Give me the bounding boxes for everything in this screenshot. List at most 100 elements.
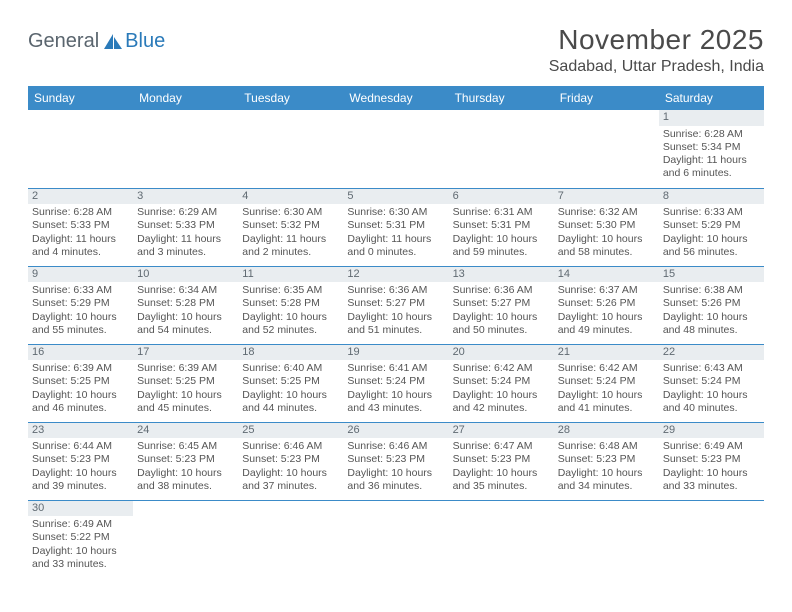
sunset-text: Sunset: 5:24 PM [663, 375, 760, 388]
calendar-cell-empty [449, 500, 554, 578]
calendar-cell: 6Sunrise: 6:31 AMSunset: 5:31 PMDaylight… [449, 188, 554, 266]
daylight-text: and 54 minutes. [137, 324, 234, 337]
calendar-cell: 5Sunrise: 6:30 AMSunset: 5:31 PMDaylight… [343, 188, 448, 266]
calendar-body: 1Sunrise: 6:28 AMSunset: 5:34 PMDaylight… [28, 110, 764, 578]
day-number: 21 [554, 345, 659, 361]
calendar-cell: 17Sunrise: 6:39 AMSunset: 5:25 PMDayligh… [133, 344, 238, 422]
daylight-text: Daylight: 10 hours [242, 389, 339, 402]
daylight-text: Daylight: 11 hours [32, 233, 129, 246]
daylight-text: Daylight: 10 hours [558, 389, 655, 402]
daylight-text: and 36 minutes. [347, 480, 444, 493]
weekday-header: Thursday [449, 86, 554, 110]
calendar-cell: 1Sunrise: 6:28 AMSunset: 5:34 PMDaylight… [659, 110, 764, 188]
sunrise-text: Sunrise: 6:49 AM [32, 518, 129, 531]
day-number: 30 [28, 501, 133, 517]
calendar-cell-empty [238, 500, 343, 578]
daylight-text: Daylight: 10 hours [663, 467, 760, 480]
sunset-text: Sunset: 5:22 PM [32, 531, 129, 544]
daylight-text: and 2 minutes. [242, 246, 339, 259]
daylight-text: Daylight: 10 hours [32, 389, 129, 402]
sunset-text: Sunset: 5:25 PM [242, 375, 339, 388]
calendar-cell: 19Sunrise: 6:41 AMSunset: 5:24 PMDayligh… [343, 344, 448, 422]
calendar-cell: 7Sunrise: 6:32 AMSunset: 5:30 PMDaylight… [554, 188, 659, 266]
daylight-text: and 58 minutes. [558, 246, 655, 259]
calendar-cell: 15Sunrise: 6:38 AMSunset: 5:26 PMDayligh… [659, 266, 764, 344]
sunset-text: Sunset: 5:24 PM [347, 375, 444, 388]
sunrise-text: Sunrise: 6:42 AM [558, 362, 655, 375]
weekday-header: Wednesday [343, 86, 448, 110]
daylight-text: Daylight: 10 hours [663, 311, 760, 324]
sunset-text: Sunset: 5:27 PM [347, 297, 444, 310]
calendar-cell: 12Sunrise: 6:36 AMSunset: 5:27 PMDayligh… [343, 266, 448, 344]
sunset-text: Sunset: 5:33 PM [32, 219, 129, 232]
daylight-text: Daylight: 10 hours [242, 311, 339, 324]
sunrise-text: Sunrise: 6:46 AM [347, 440, 444, 453]
sunset-text: Sunset: 5:33 PM [137, 219, 234, 232]
calendar-cell-empty [133, 110, 238, 188]
sunrise-text: Sunrise: 6:49 AM [663, 440, 760, 453]
sunrise-text: Sunrise: 6:39 AM [32, 362, 129, 375]
sunset-text: Sunset: 5:23 PM [663, 453, 760, 466]
day-number: 6 [449, 189, 554, 205]
daylight-text: and 6 minutes. [663, 167, 760, 180]
day-number: 15 [659, 267, 764, 283]
daylight-text: and 38 minutes. [137, 480, 234, 493]
daylight-text: Daylight: 11 hours [663, 154, 760, 167]
sunset-text: Sunset: 5:28 PM [137, 297, 234, 310]
sunrise-text: Sunrise: 6:28 AM [663, 128, 760, 141]
sunset-text: Sunset: 5:24 PM [558, 375, 655, 388]
daylight-text: and 51 minutes. [347, 324, 444, 337]
daylight-text: and 35 minutes. [453, 480, 550, 493]
sunrise-text: Sunrise: 6:46 AM [242, 440, 339, 453]
calendar-row: 30Sunrise: 6:49 AMSunset: 5:22 PMDayligh… [28, 500, 764, 578]
calendar-cell: 27Sunrise: 6:47 AMSunset: 5:23 PMDayligh… [449, 422, 554, 500]
weekday-row: SundayMondayTuesdayWednesdayThursdayFrid… [28, 86, 764, 110]
sunrise-text: Sunrise: 6:35 AM [242, 284, 339, 297]
sunrise-text: Sunrise: 6:45 AM [137, 440, 234, 453]
calendar-row: 2Sunrise: 6:28 AMSunset: 5:33 PMDaylight… [28, 188, 764, 266]
daylight-text: and 4 minutes. [32, 246, 129, 259]
calendar-cell: 30Sunrise: 6:49 AMSunset: 5:22 PMDayligh… [28, 500, 133, 578]
brand-logo: General Blue [28, 30, 165, 53]
calendar-head: SundayMondayTuesdayWednesdayThursdayFrid… [28, 86, 764, 110]
daylight-text: Daylight: 10 hours [453, 311, 550, 324]
daylight-text: and 34 minutes. [558, 480, 655, 493]
daylight-text: Daylight: 10 hours [32, 545, 129, 558]
daylight-text: and 44 minutes. [242, 402, 339, 415]
daylight-text: and 0 minutes. [347, 246, 444, 259]
logo-text-1: General [28, 30, 99, 53]
day-number: 4 [238, 189, 343, 205]
daylight-text: and 55 minutes. [32, 324, 129, 337]
sunset-text: Sunset: 5:26 PM [558, 297, 655, 310]
sunrise-text: Sunrise: 6:47 AM [453, 440, 550, 453]
calendar-cell: 4Sunrise: 6:30 AMSunset: 5:32 PMDaylight… [238, 188, 343, 266]
day-number: 13 [449, 267, 554, 283]
sunset-text: Sunset: 5:32 PM [242, 219, 339, 232]
sunset-text: Sunset: 5:23 PM [453, 453, 550, 466]
daylight-text: and 59 minutes. [453, 246, 550, 259]
daylight-text: and 52 minutes. [242, 324, 339, 337]
sunset-text: Sunset: 5:30 PM [558, 219, 655, 232]
daylight-text: Daylight: 10 hours [558, 233, 655, 246]
day-number: 24 [133, 423, 238, 439]
header: General Blue November 2025 Sadabad, Utta… [28, 24, 764, 76]
sunrise-text: Sunrise: 6:29 AM [137, 206, 234, 219]
calendar-cell: 26Sunrise: 6:46 AMSunset: 5:23 PMDayligh… [343, 422, 448, 500]
day-number: 19 [343, 345, 448, 361]
calendar-cell-empty [133, 500, 238, 578]
sunrise-text: Sunrise: 6:31 AM [453, 206, 550, 219]
day-number: 25 [238, 423, 343, 439]
day-number: 23 [28, 423, 133, 439]
daylight-text: Daylight: 10 hours [137, 311, 234, 324]
daylight-text: and 42 minutes. [453, 402, 550, 415]
daylight-text: Daylight: 11 hours [347, 233, 444, 246]
sunrise-text: Sunrise: 6:38 AM [663, 284, 760, 297]
sunrise-text: Sunrise: 6:42 AM [453, 362, 550, 375]
sunset-text: Sunset: 5:23 PM [242, 453, 339, 466]
sunrise-text: Sunrise: 6:43 AM [663, 362, 760, 375]
sunset-text: Sunset: 5:31 PM [347, 219, 444, 232]
daylight-text: Daylight: 10 hours [453, 467, 550, 480]
sunrise-text: Sunrise: 6:37 AM [558, 284, 655, 297]
calendar-cell: 18Sunrise: 6:40 AMSunset: 5:25 PMDayligh… [238, 344, 343, 422]
sunset-text: Sunset: 5:23 PM [137, 453, 234, 466]
